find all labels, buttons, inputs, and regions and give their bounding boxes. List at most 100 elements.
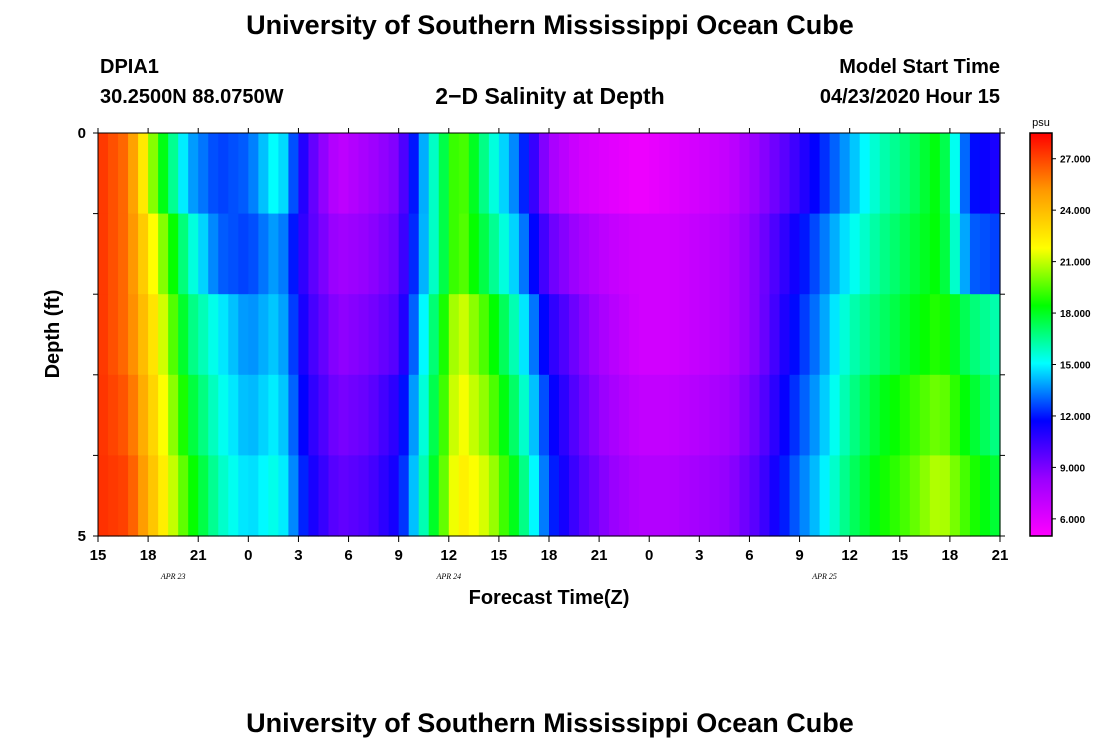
heatmap-cell — [428, 374, 440, 456]
heatmap-cell — [408, 455, 420, 537]
heatmap-cell — [528, 374, 540, 456]
x-tick-label: 18 — [942, 547, 959, 564]
heatmap-cell — [328, 294, 340, 376]
heatmap-cell — [288, 133, 300, 215]
heatmap-cell — [569, 294, 580, 376]
heatmap-cell — [518, 374, 530, 456]
heatmap-cell — [258, 374, 269, 456]
heatmap-cell — [979, 374, 991, 456]
heatmap-cell — [959, 294, 971, 376]
heatmap-cell — [769, 213, 781, 295]
colorbar-tick-label: 18.000 — [1060, 309, 1091, 320]
heatmap-cell — [528, 213, 540, 295]
heatmap-cell — [518, 213, 530, 295]
heatmap-cell — [488, 213, 500, 295]
heatmap-cell — [98, 213, 109, 295]
heatmap-cell — [468, 213, 480, 295]
heatmap-cell — [428, 133, 440, 215]
heatmap-cell — [599, 374, 610, 456]
heatmap-cell — [418, 213, 430, 295]
heatmap-cell — [779, 294, 791, 376]
model-start-label: Model Start Time — [839, 56, 1000, 78]
heatmap-cell — [629, 133, 640, 215]
heatmap-cell — [629, 294, 640, 376]
heatmap-cell — [779, 133, 791, 215]
heatmap-cell — [969, 133, 981, 215]
heatmap-cell — [889, 374, 901, 456]
heatmap-cell — [188, 213, 199, 295]
heatmap-cell — [939, 213, 951, 295]
heatmap-cell — [599, 133, 610, 215]
heatmap-cell — [358, 455, 370, 537]
heatmap-cell — [138, 213, 149, 295]
heatmap-cell — [218, 294, 229, 376]
heatmap-cell — [849, 294, 861, 376]
heatmap-cell — [108, 294, 119, 376]
heatmap-cell — [919, 374, 931, 456]
heatmap-cell — [989, 455, 1001, 537]
heatmap-cell — [779, 374, 791, 456]
heatmap-cell — [989, 133, 1001, 215]
heatmap-cell — [138, 374, 149, 456]
heatmap-cell — [719, 133, 730, 215]
heatmap-cell — [739, 374, 751, 456]
heatmap-cell — [809, 213, 821, 295]
heatmap-cell — [328, 133, 340, 215]
heatmap-cell — [679, 374, 690, 456]
heatmap-cell — [909, 374, 921, 456]
heatmap-cell — [879, 294, 891, 376]
heatmap-cell — [669, 294, 680, 376]
heatmap-cell — [338, 294, 350, 376]
heatmap-cell — [388, 455, 400, 537]
heatmap-cell — [899, 455, 911, 537]
x-tick-label: 21 — [992, 547, 1009, 564]
heatmap-cell — [749, 294, 761, 376]
heatmap-cell — [448, 213, 460, 295]
heatmap-cell — [869, 374, 881, 456]
heatmap-cell — [278, 133, 290, 215]
heatmap-cell — [809, 133, 821, 215]
heatmap-cell — [669, 213, 680, 295]
heatmap-cell — [759, 374, 771, 456]
heatmap-cell — [258, 133, 269, 215]
colorbar-bar — [1029, 132, 1053, 537]
heatmap-cell — [569, 213, 580, 295]
heatmap-cell — [979, 213, 991, 295]
heatmap-cell — [208, 133, 219, 215]
heatmap-cell — [448, 455, 460, 537]
heatmap-cell — [168, 374, 179, 456]
heatmap-cell — [108, 374, 119, 456]
heatmap-cell — [318, 455, 330, 537]
heatmap-cell — [909, 294, 921, 376]
heatmap-cell — [138, 133, 149, 215]
heatmap-cell — [378, 133, 390, 215]
heatmap-cell — [739, 294, 751, 376]
heatmap-cell — [789, 133, 801, 215]
heatmap-cell — [749, 374, 761, 456]
heatmap-cell — [619, 133, 630, 215]
heatmap-cell — [478, 213, 490, 295]
heatmap-cell — [979, 294, 991, 376]
heatmap-cell — [458, 213, 470, 295]
heatmap-cell — [248, 213, 259, 295]
heatmap-cell — [488, 294, 500, 376]
heatmap-cell — [298, 455, 310, 537]
colorbar-tick-label: 21.000 — [1060, 258, 1091, 269]
heatmap-cell — [769, 374, 781, 456]
heatmap-cell — [649, 133, 660, 215]
heatmap-cell — [458, 374, 470, 456]
model-start-time: 04/23/2020 Hour 15 — [819, 86, 1000, 108]
heatmap-cells — [98, 133, 1001, 537]
date-label: APR 24 — [435, 572, 461, 581]
heatmap-cell — [188, 455, 199, 537]
heatmap-cell — [929, 133, 941, 215]
heatmap-cell — [819, 455, 831, 537]
heatmap-cell — [839, 133, 851, 215]
heatmap-cell — [939, 374, 951, 456]
heatmap-cell — [589, 374, 600, 456]
heatmap-cell — [729, 133, 741, 215]
heatmap-cell — [769, 455, 781, 537]
heatmap-cell — [268, 213, 279, 295]
heatmap-cell — [589, 294, 600, 376]
heatmap-cell — [498, 374, 510, 456]
